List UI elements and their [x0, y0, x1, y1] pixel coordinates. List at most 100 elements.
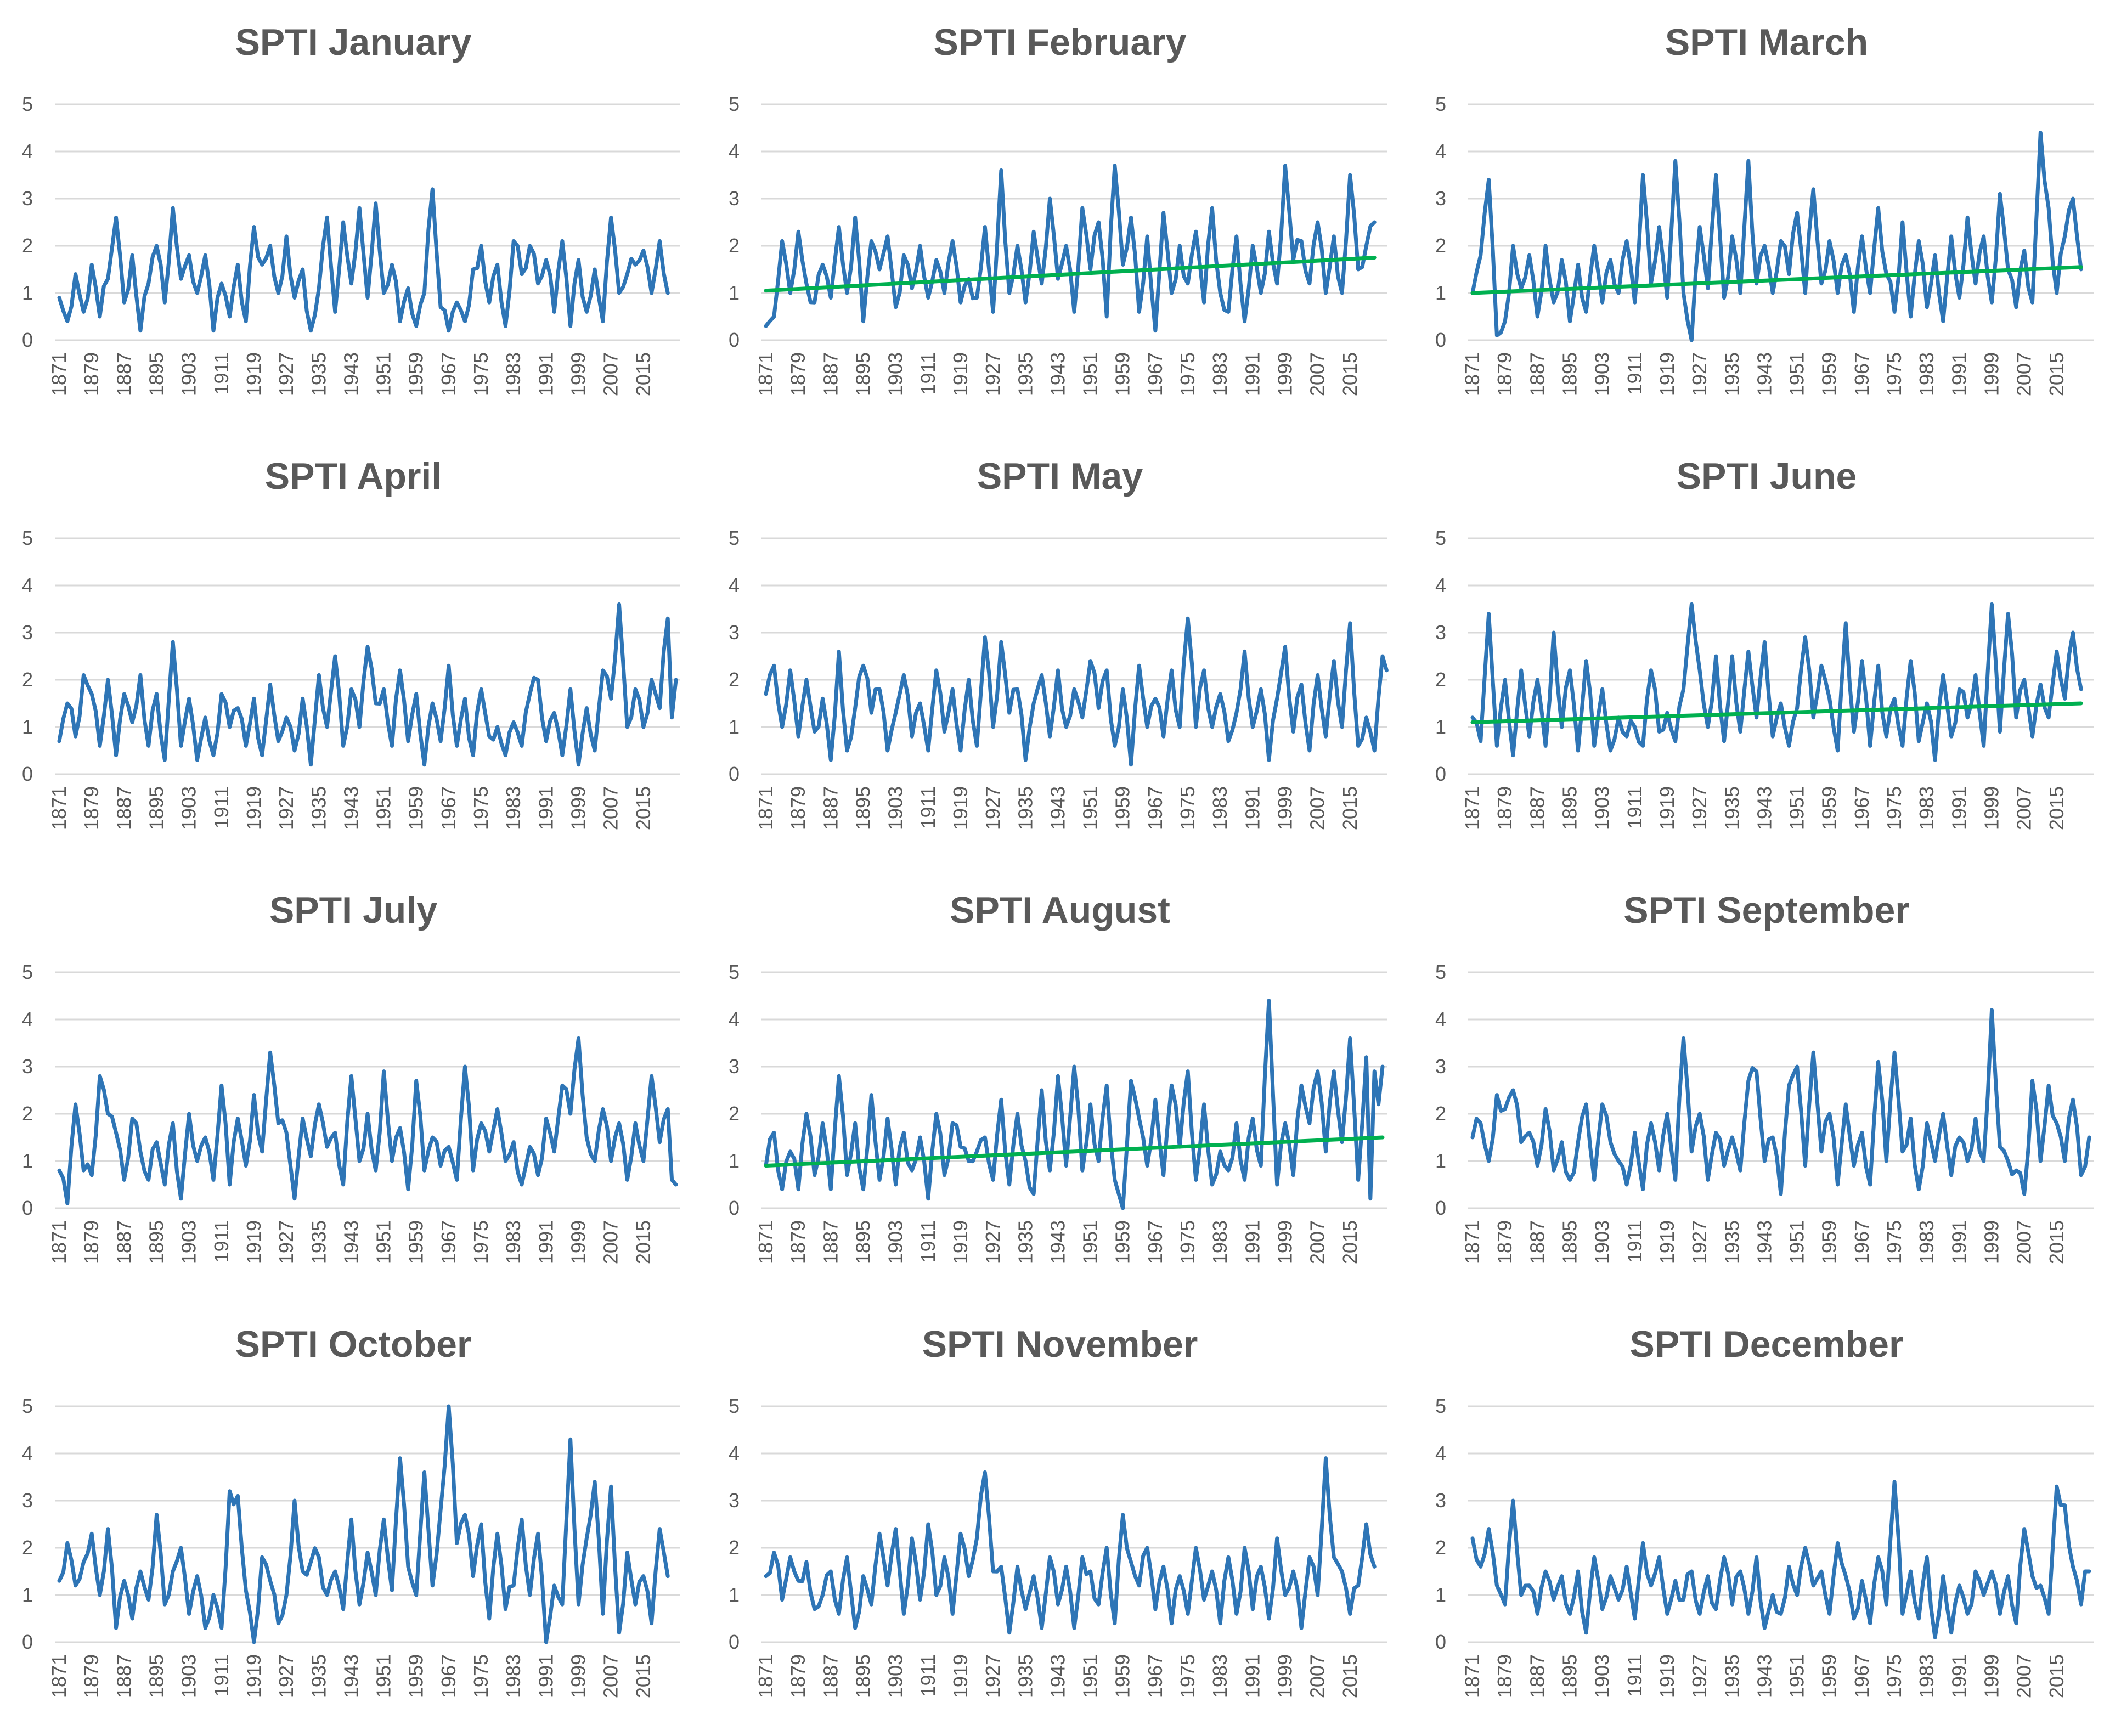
x-tick-label: 1919: [1656, 786, 1678, 830]
x-tick-label: 2015: [2045, 352, 2068, 396]
chart-spti-june: SPTI June 0 1 2 3 4 5 1871 1879 1887 1895 1903 1911 1…: [1413, 434, 2120, 868]
y-tick-label: 0: [1435, 763, 1446, 785]
x-tick-label: 1903: [884, 352, 907, 396]
y-tick-label: 5: [1435, 93, 1446, 115]
x-tick-label: 1895: [851, 786, 874, 830]
y-tick-label: 3: [729, 187, 740, 210]
x-tick-label: 1911: [917, 1220, 939, 1262]
x-tick-label: 1943: [1753, 1654, 1775, 1698]
x-tick-label: 1911: [1623, 1220, 1646, 1262]
x-tick-label: 1879: [80, 786, 103, 830]
x-tick-label: 1975: [470, 1654, 492, 1698]
x-tick-label: 1911: [210, 786, 233, 828]
x-tick-label: 1903: [178, 1654, 200, 1698]
x-tick-label: 1991: [1241, 352, 1263, 396]
y-tick-label: 4: [22, 140, 33, 162]
x-tick-label: 1911: [917, 786, 939, 828]
x-tick-label: 1911: [917, 352, 939, 394]
x-tick-label: 1943: [1753, 1220, 1775, 1264]
x-tick-label: 2007: [600, 786, 622, 830]
x-tick-label: 1935: [307, 352, 330, 396]
series-line: [57, 187, 670, 333]
x-tick-label: 1879: [80, 1654, 103, 1698]
y-tick-label: 2: [1435, 1536, 1446, 1559]
y-tick-label: 1: [22, 1149, 33, 1172]
trend-line: [1470, 701, 2083, 724]
chart-spti-april: SPTI April 0 1 2 3 4 5 1871 1879 1887 1895 1903 1911…: [0, 434, 707, 868]
chart-title: SPTI January: [235, 21, 472, 63]
x-tick-label: 1903: [1591, 1220, 1614, 1264]
x-tick-label: 1951: [1786, 1654, 1808, 1698]
x-tick-label: 1919: [242, 1220, 265, 1264]
chart-title: SPTI July: [269, 889, 437, 931]
x-tick-label: 1935: [1721, 1654, 1743, 1698]
trend-line: [1470, 265, 2083, 295]
x-tick-label: 1895: [1558, 352, 1581, 396]
x-tick-label: 1999: [567, 786, 590, 830]
x-tick-label: 1895: [145, 1654, 167, 1698]
x-tick-label: 1975: [470, 786, 492, 830]
series-line: [764, 164, 1377, 333]
y-tick-label: 0: [1435, 1197, 1446, 1219]
y-tick-label: 2: [1435, 234, 1446, 257]
x-tick-label: 1983: [1209, 352, 1231, 396]
x-tick-label: 1967: [1144, 1654, 1166, 1698]
x-tick-label: 1959: [405, 1654, 427, 1698]
x-tick-label: 2007: [1306, 786, 1329, 830]
x-tick-label: 1879: [787, 786, 809, 830]
x-tick-label: 1935: [307, 786, 330, 830]
x-tick-label: 1903: [884, 1220, 907, 1264]
chart-svg: SPTI December 0 1 2 3 4 5 1871 1879 1887 1895 1903 1…: [1435, 1323, 2094, 1698]
y-tick-label: 1: [729, 715, 740, 738]
y-tick-label: 0: [1435, 1631, 1446, 1653]
x-tick-label: 1871: [48, 1220, 70, 1264]
y-tick-label: 2: [22, 234, 33, 257]
x-tick-label: 2007: [2013, 1220, 2035, 1264]
x-tick-label: 1959: [1818, 1654, 1841, 1698]
y-tick-label: 5: [1435, 1395, 1446, 1417]
x-tick-label: 1991: [1948, 1654, 1970, 1698]
x-tick-label: 1991: [534, 786, 557, 830]
x-tick-label: 1887: [819, 786, 842, 830]
x-tick-label: 1935: [307, 1654, 330, 1698]
y-tick-label: 5: [1435, 961, 1446, 983]
y-tick-label: 4: [1435, 1442, 1446, 1464]
x-tick-label: 1911: [1623, 352, 1646, 394]
x-tick-label: 1903: [178, 786, 200, 830]
x-tick-label: 1999: [1274, 786, 1296, 830]
y-tick-label: 3: [729, 1055, 740, 1078]
x-tick-label: 1975: [1176, 786, 1199, 830]
x-tick-label: 1879: [1493, 1654, 1516, 1698]
x-tick-label: 1999: [1274, 1220, 1296, 1264]
x-tick-label: 1943: [1046, 786, 1069, 830]
x-tick-label: 1871: [754, 1220, 777, 1264]
x-tick-label: 1967: [437, 352, 460, 396]
y-tick-label: 2: [729, 234, 740, 257]
x-tick-label: 1999: [1981, 1220, 2003, 1264]
series-line: [1470, 1008, 2091, 1196]
x-tick-label: 1927: [981, 1220, 1004, 1264]
x-tick-label: 1871: [48, 1654, 70, 1698]
x-tick-label: 1935: [1014, 1220, 1036, 1264]
x-tick-label: 1903: [1591, 786, 1614, 830]
x-tick-label: 1935: [307, 1220, 330, 1264]
x-tick-label: 1879: [80, 1220, 103, 1264]
y-tick-label: 0: [1435, 329, 1446, 351]
x-tick-label: 1943: [340, 1220, 362, 1264]
chart-svg: SPTI July 0 1 2 3 4 5 1871 1879 1887 1895 1903 1911 1…: [22, 889, 680, 1264]
x-tick-label: 1911: [1623, 1654, 1646, 1696]
x-tick-label: 1919: [949, 1654, 972, 1698]
x-tick-label: 1927: [981, 786, 1004, 830]
chart-svg: SPTI May 0 1 2 3 4 5 1871 1879 1887 1895 1903 1911 19…: [729, 455, 1389, 830]
x-tick-label: 1967: [437, 1220, 460, 1264]
y-tick-label: 5: [22, 93, 33, 115]
x-tick-label: 1951: [1079, 352, 1102, 396]
chart-svg: SPTI February 0 1 2 3 4 5 1871 1879 1887 1895 1903 1…: [729, 21, 1387, 396]
x-tick-label: 2007: [1306, 1654, 1329, 1698]
x-tick-label: 1943: [340, 1654, 362, 1698]
x-tick-label: 2015: [632, 352, 655, 396]
x-tick-label: 1999: [1981, 352, 2003, 396]
y-tick-label: 4: [22, 1008, 33, 1030]
x-tick-label: 1967: [1144, 786, 1166, 830]
